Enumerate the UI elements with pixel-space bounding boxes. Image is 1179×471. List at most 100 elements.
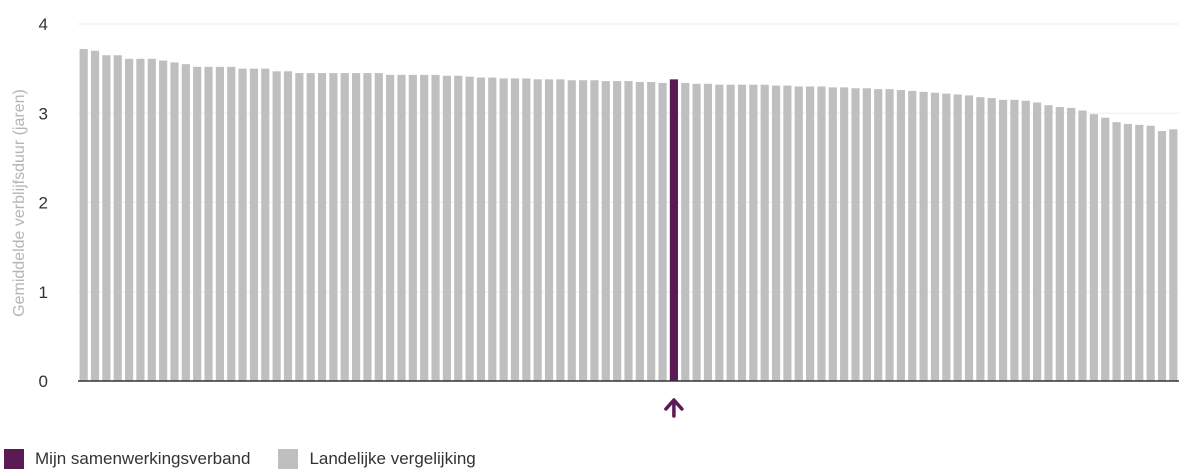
bar xyxy=(397,74,406,382)
bar xyxy=(181,64,190,381)
bar xyxy=(204,66,213,381)
bar xyxy=(295,73,304,381)
bar xyxy=(147,58,156,382)
bar xyxy=(317,73,327,381)
bar xyxy=(737,84,747,381)
bar xyxy=(1157,131,1167,381)
bar xyxy=(352,73,361,381)
bar xyxy=(647,82,656,381)
bar xyxy=(522,78,531,381)
bar xyxy=(613,81,622,382)
bar xyxy=(90,50,100,382)
bar xyxy=(306,73,315,381)
bar xyxy=(1067,107,1076,381)
bar xyxy=(499,78,508,381)
bar xyxy=(408,74,417,382)
bar xyxy=(783,85,792,381)
bar xyxy=(476,77,486,382)
bar-highlight xyxy=(669,79,678,381)
bar xyxy=(919,91,928,381)
bar xyxy=(1021,100,1030,381)
bar xyxy=(283,71,293,382)
bar xyxy=(817,86,826,381)
bar xyxy=(726,84,735,381)
y-tick-label: 4 xyxy=(39,15,48,34)
bar xyxy=(579,80,588,381)
bar xyxy=(681,82,690,381)
bar xyxy=(567,80,576,381)
bar xyxy=(1044,105,1053,381)
bar xyxy=(953,94,962,381)
bar xyxy=(806,86,815,381)
bar xyxy=(215,66,224,381)
bar xyxy=(454,75,463,381)
bar xyxy=(749,84,758,381)
bar xyxy=(601,81,610,382)
bar xyxy=(510,78,520,381)
bar xyxy=(124,58,134,382)
bar xyxy=(420,74,429,382)
bar xyxy=(1055,107,1064,381)
bar xyxy=(1089,114,1098,381)
legend-label-landelijk: Landelijke vergelijking xyxy=(309,449,476,468)
bar xyxy=(374,73,383,381)
bar xyxy=(102,55,111,382)
bar xyxy=(386,74,395,382)
bar xyxy=(1146,125,1155,381)
bar xyxy=(692,83,701,382)
bar xyxy=(624,81,633,382)
bar xyxy=(703,83,713,382)
bar xyxy=(556,79,565,381)
legend-swatch-comparison xyxy=(278,449,299,469)
bar xyxy=(1135,124,1144,381)
bar xyxy=(272,71,281,382)
bar xyxy=(987,98,996,381)
bar xyxy=(862,88,871,381)
bar xyxy=(113,55,122,382)
bar xyxy=(760,84,769,381)
bar xyxy=(227,66,236,381)
bar xyxy=(794,86,803,381)
y-axis-label: Gemiddelde verblijfsduur (jaren) xyxy=(11,89,28,317)
y-axis-ticks: 0 1 2 3 4 xyxy=(39,15,48,391)
bar xyxy=(442,75,451,381)
bar xyxy=(79,48,88,382)
bar xyxy=(363,73,372,381)
legend-item-mijn: Mijn samenwerkingsverband xyxy=(4,449,250,469)
bar xyxy=(976,97,985,381)
bar xyxy=(1112,122,1121,382)
bar xyxy=(885,89,894,382)
bar xyxy=(1010,99,1019,382)
bar xyxy=(1169,129,1178,381)
bar xyxy=(828,87,837,382)
bar xyxy=(590,80,599,381)
arrow-up-icon xyxy=(664,398,684,418)
bar xyxy=(465,76,474,381)
y-tick-label: 1 xyxy=(39,283,48,302)
bar-chart: 0 1 2 3 4 Gemiddelde verblijfsduur (jaren) xyxy=(11,15,1179,418)
bar xyxy=(340,73,349,381)
bar xyxy=(930,92,940,381)
bar xyxy=(771,85,781,381)
bar xyxy=(1101,117,1110,382)
bars xyxy=(79,48,1178,382)
bar xyxy=(249,68,259,382)
bar xyxy=(533,79,542,381)
bar xyxy=(658,82,667,381)
y-tick-label: 3 xyxy=(39,104,48,123)
bar xyxy=(851,88,860,381)
bar xyxy=(715,84,724,381)
bar xyxy=(896,90,905,382)
bar xyxy=(840,87,849,382)
bar xyxy=(1123,123,1133,382)
bar xyxy=(238,68,247,382)
bar xyxy=(1078,110,1087,381)
bar xyxy=(635,82,644,381)
bar xyxy=(964,95,974,382)
y-tick-label: 0 xyxy=(39,372,48,391)
bar xyxy=(170,62,179,381)
bar xyxy=(1033,102,1042,381)
legend-label-mijn: Mijn samenwerkingsverband xyxy=(35,449,251,468)
legend-item-landelijk: Landelijke vergelijking xyxy=(278,449,476,469)
bar xyxy=(998,99,1008,382)
